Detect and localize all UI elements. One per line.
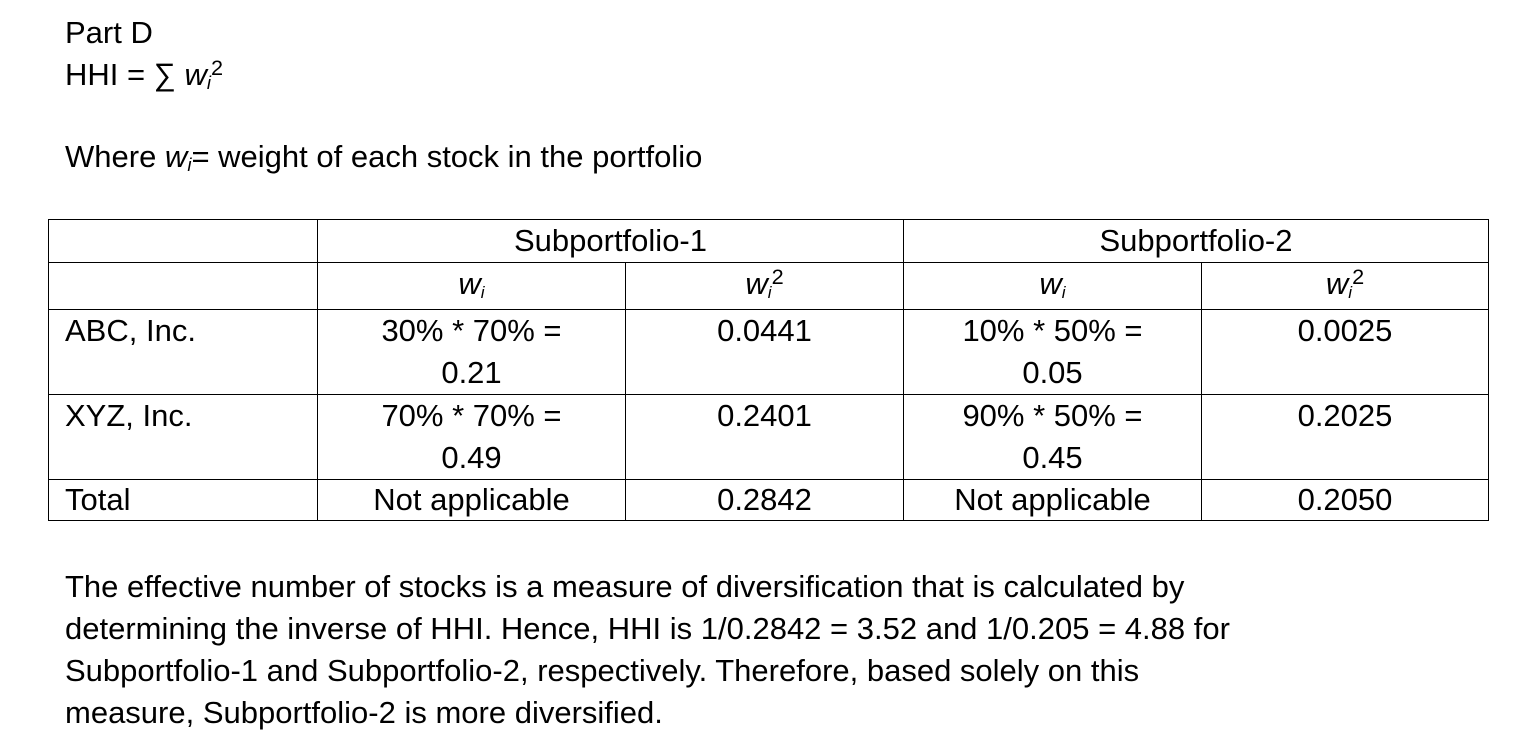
cell: 0.2842: [625, 479, 904, 521]
conclusion-line: measure, Subportfolio-2 is more diversif…: [65, 695, 663, 730]
var: w: [1039, 266, 1062, 301]
row-label: XYZ, Inc.: [48, 394, 318, 480]
cell: 0.2050: [1201, 479, 1489, 521]
hhi-table: Subportfolio-1 Subportfolio-2 wi wi2 wi wi2 AB…: [48, 219, 1489, 521]
cell-line: 0.2842: [717, 482, 812, 517]
formula-lhs: HHI = ∑: [65, 57, 185, 92]
sub: i: [187, 154, 192, 175]
sup: 2: [210, 55, 224, 80]
cell: 10% * 50% = 0.05: [903, 309, 1202, 395]
cell: 0.0441: [625, 309, 904, 395]
subheader: wi2: [625, 262, 904, 310]
cell-line: 10% * 50% =: [962, 313, 1143, 348]
cell: Not applicable: [903, 479, 1202, 521]
subheader: wi2: [1201, 262, 1489, 310]
cell-line: ABC, Inc.: [65, 313, 196, 348]
cell: Not applicable: [317, 479, 626, 521]
symbol: wi: [1039, 266, 1065, 301]
suffix: = weight of each stock in the portfolio: [191, 139, 703, 174]
var: w: [184, 57, 207, 92]
cell-line: 0.45: [1022, 440, 1083, 475]
header-row: Subportfolio-1 Subportfolio-2: [48, 219, 1489, 263]
prefix: Where: [65, 139, 165, 174]
subheader-row: wi wi2 wi wi2: [48, 262, 1489, 310]
var: w: [1325, 266, 1349, 301]
cell-line: Total: [65, 482, 131, 517]
sup: 2: [771, 264, 784, 289]
table-row: ABC, Inc. 30% * 70% = 0.21 0.0441 10% * 50% …: [48, 309, 1489, 395]
cell-line: 0.49: [441, 440, 502, 475]
symbol: wi: [458, 266, 484, 301]
symbol: wi2: [1326, 266, 1364, 301]
subheader: wi: [317, 262, 626, 310]
group-header: Subportfolio-2: [903, 219, 1489, 263]
cell-line: XYZ, Inc.: [65, 398, 193, 433]
cell: 30% * 70% = 0.21: [317, 309, 626, 395]
corner-cell: [48, 262, 318, 310]
cell: 0.0025: [1201, 309, 1489, 395]
group-header: Subportfolio-1: [317, 219, 904, 263]
conclusion: The effective number of stocks is a meas…: [65, 566, 1230, 734]
conclusion-line: determining the inverse of HHI. Hence, H…: [65, 611, 1230, 646]
sub: i: [1061, 283, 1066, 302]
sub: i: [767, 283, 772, 302]
conclusion-line: The effective number of stocks is a meas…: [65, 569, 1185, 604]
cell-line: 0.0441: [717, 313, 812, 348]
row-label: ABC, Inc.: [48, 309, 318, 395]
cell-line: 0.21: [441, 355, 502, 390]
cell-line: 90% * 50% =: [962, 398, 1143, 433]
formula: HHI = ∑ wi2: [65, 55, 223, 95]
cell-line: Not applicable: [373, 482, 570, 517]
table-row: Total Not applicable 0.2842 Not applicable 0…: [48, 479, 1489, 521]
cell-line: 30% * 70% =: [381, 313, 562, 348]
cell-line: 0.2025: [1297, 398, 1393, 433]
table-row: XYZ, Inc. 70% * 70% = 0.49 0.2401 90% * 50% …: [48, 394, 1489, 480]
subheader: wi: [903, 262, 1202, 310]
cell: 70% * 70% = 0.49: [317, 394, 626, 480]
sub: i: [1348, 283, 1353, 302]
cell-line: 0.2050: [1297, 482, 1393, 517]
cell-line: 0.0025: [1297, 313, 1393, 348]
cell-line: Not applicable: [954, 482, 1151, 517]
conclusion-line: Subportfolio-1 and Subportfolio-2, respe…: [65, 653, 1140, 688]
cell-line: 70% * 70% =: [381, 398, 562, 433]
cell: 90% * 50% = 0.45: [903, 394, 1202, 480]
heading: Part D: [65, 15, 153, 50]
sub: i: [206, 72, 211, 93]
cell: 0.2025: [1201, 394, 1489, 480]
cell-line: 0.2401: [717, 398, 812, 433]
var: w: [745, 266, 768, 301]
row-label: Total: [48, 479, 318, 521]
cell: 0.2401: [625, 394, 904, 480]
var: w: [164, 139, 188, 174]
definition: Where wi= weight of each stock in the po…: [65, 137, 702, 177]
symbol: wi2: [745, 266, 783, 301]
cell-line: 0.05: [1022, 355, 1083, 390]
var: w: [458, 266, 481, 301]
sup: 2: [1352, 264, 1365, 289]
sub: i: [480, 283, 485, 302]
corner-cell: [48, 219, 318, 263]
